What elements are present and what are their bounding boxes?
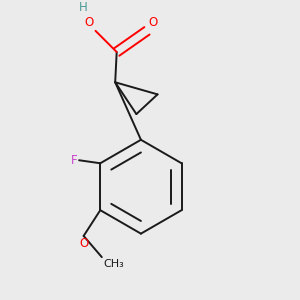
Text: O: O xyxy=(85,16,94,29)
Text: O: O xyxy=(148,16,158,29)
Text: O: O xyxy=(79,237,88,250)
Text: H: H xyxy=(79,1,88,14)
Text: CH₃: CH₃ xyxy=(103,259,124,269)
Text: F: F xyxy=(71,154,78,167)
